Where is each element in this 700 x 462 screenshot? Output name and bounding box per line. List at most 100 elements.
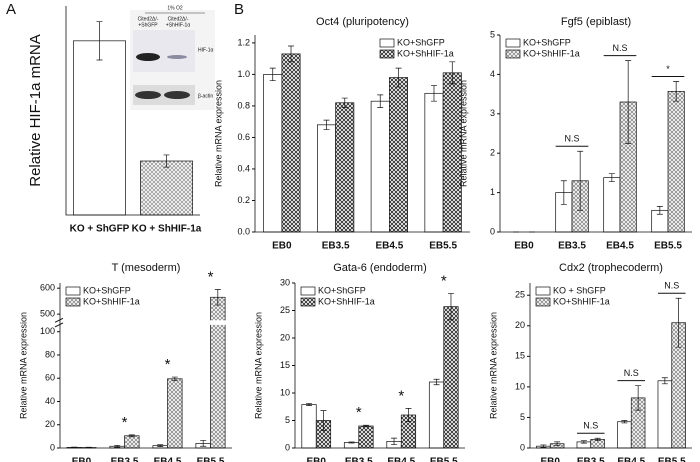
y-tick-label: 0.4 [237,163,250,173]
y-tick-label: 25 [280,305,290,315]
x-tick-label: EB4.5 [606,241,634,252]
y-tick-label: 0.6 [237,132,250,142]
y-tick-label: 2 [490,148,495,158]
y-tick-label: 5 [285,415,290,425]
x-tick-label: KO + ShGFP [70,224,130,235]
blot-condition: 1% O2 [167,5,183,11]
lane-label: Cited2Δ/- [138,16,159,22]
y-tick-label: 500 [40,308,55,318]
error-bar [608,173,615,182]
bar [603,177,621,233]
error-bar [625,60,632,144]
y-tick-label: 80 [45,349,55,359]
bar [358,425,374,449]
significance-label: * [122,414,128,431]
error-bar [594,437,601,442]
error-bar [96,21,103,61]
x-tick-label: EB0 [307,457,327,462]
western-blot-inset: 1% O2 Cited2Δ/- +ShGFP Cited2Δ/- +ShHIF-… [130,5,215,110]
y-tick-label: 15 [280,360,290,370]
x-tick-label: EB0 [541,457,561,462]
y-axis-label: Relative mRNA expression [488,312,498,419]
error-bar [635,385,642,411]
significance-label: * [356,404,362,421]
y-tick-label: 5 [520,412,525,422]
y-tick-label: 3 [490,108,495,118]
y-tick-label: 0 [520,442,525,452]
y-tick-label: 4 [490,69,495,79]
y-axis-label: Relative mRNA expression [253,312,263,419]
y-tick-label: 5 [490,29,495,39]
bar [443,306,459,449]
band-label: HIF-1α [198,47,214,53]
error-bar [673,81,680,102]
legend-swatch [379,38,395,48]
legend-label: KO+ShHIF-1a [83,296,140,306]
chart-title: Oct4 (pluripotency) [316,16,409,28]
y-tick-label: 0 [285,442,290,452]
error-bar [323,119,330,130]
error-bar [433,378,440,386]
error-bar [288,45,295,63]
panel-label: B [234,1,244,18]
x-tick-label: EB3.5 [111,457,139,462]
significance-label: * [165,356,171,373]
axis-line [499,35,692,233]
legend-label: KO+ShGFP [523,37,571,47]
chart-title: Cdx2 (trophecoderm) [559,262,663,274]
y-tick-label: 20 [45,419,55,429]
error-bar [362,424,369,428]
bar [617,421,632,449]
y-tick-label: 10 [280,387,290,397]
error-bar [306,403,313,406]
x-tick-label: EB3.5 [558,241,586,252]
y-tick-label: 0.0 [237,226,250,236]
legend-label: KO+ShGFP [83,285,131,295]
y-tick-label: 100 [40,326,55,336]
blot-band [164,91,190,99]
legend-label: KO+ShHIF-1a [318,296,375,306]
bar [263,74,283,233]
chart-title: T (mesoderm) [112,262,181,274]
panel-label: A [6,1,16,18]
y-tick-label: 0 [50,442,55,452]
y-tick-label: 20 [515,320,525,330]
error-bar [128,434,135,438]
y-axis-label: Relative mRNA expression [213,80,223,187]
legend-label: KO+ShHIF-1a [523,48,580,58]
legend-swatch [505,38,521,48]
error-bar [621,420,628,424]
x-tick-label: EB4.5 [154,457,182,462]
bar [281,53,301,233]
significance-label: * [666,64,670,74]
axis-line [294,283,465,449]
error-bar [200,440,207,447]
error-bar [114,444,121,448]
bar [124,435,140,449]
axis-break-gap [56,320,232,325]
legend-label: KO+ShGFP [397,37,445,47]
x-tick-label: EB4.5 [375,241,403,252]
lane-label: Cited2Δ/- [168,16,189,22]
legend-swatch [505,49,521,59]
y-tick-label: 1.2 [237,37,250,47]
significance-label: * [208,268,214,285]
bar [301,404,317,449]
error-bar [430,85,437,102]
error-bar [580,440,587,444]
error-bar [163,154,170,168]
x-tick-label: EB0 [72,457,92,462]
error-bar [269,67,276,82]
error-bar [214,289,221,306]
error-bar [320,410,327,431]
x-tick-label: EB5.5 [430,457,458,462]
y-tick-label: 10 [515,381,525,391]
x-tick-label: EB0 [514,241,534,252]
y-axis-label: Relative HIF-1a mRNA [27,34,44,187]
legend-swatch [65,286,81,296]
chart-title: Fgf5 (epiblast) [561,16,631,28]
error-bar [171,376,178,381]
y-axis-label: Relative mRNA expression [18,312,28,419]
x-tick-label: EB5.5 [429,241,457,252]
y-tick-label: 60 [45,373,55,383]
